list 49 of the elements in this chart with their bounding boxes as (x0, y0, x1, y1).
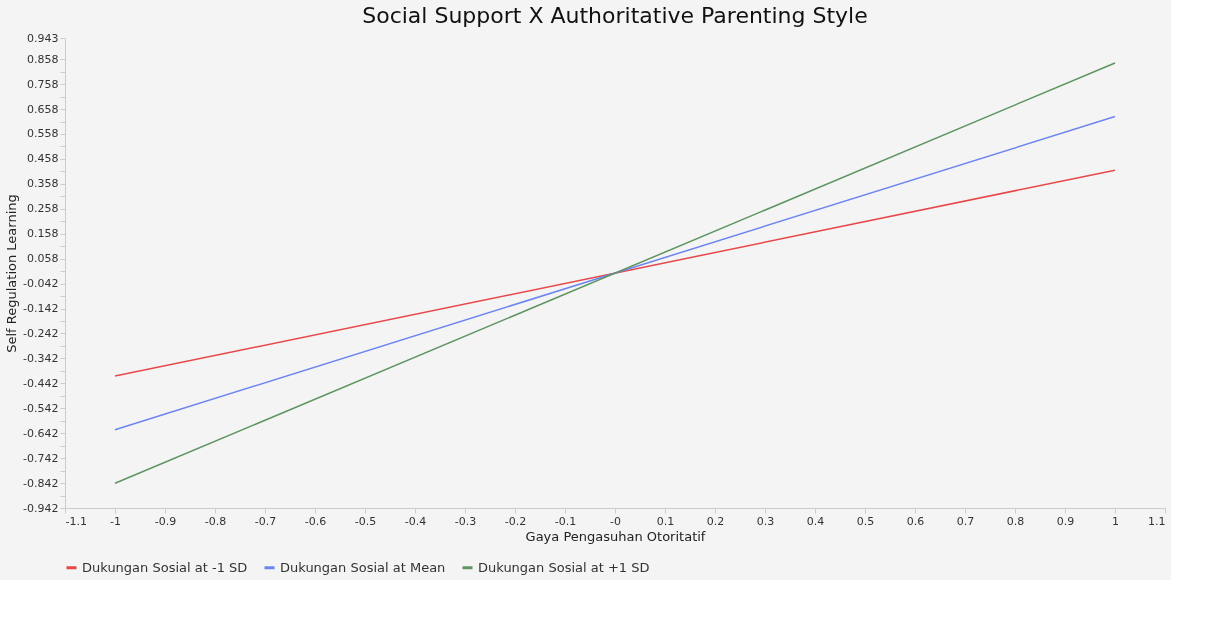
x-tick-label: 0.3 (756, 514, 775, 528)
y-tick-label: 0.258 (27, 202, 59, 216)
y-tick-label: 0.558 (27, 127, 59, 141)
legend-label: Dukungan Sosial at Mean (280, 559, 446, 575)
y-tick-label: -0.242 (23, 326, 59, 340)
x-axis-title: Gaya Pengasuhan Otoritatif (525, 528, 706, 544)
y-tick-label: -0.042 (23, 277, 59, 291)
y-tick-label: -0.942 (23, 501, 59, 515)
x-tick-label: 0.1 (656, 514, 675, 528)
y-tick-label: -0.642 (23, 426, 59, 440)
x-tick-label: 0.8 (1006, 514, 1025, 528)
x-tick-label: -0.9 (154, 514, 177, 528)
y-tick-label: 0.358 (27, 177, 59, 191)
x-tick-label: -0.4 (404, 514, 427, 528)
x-tick-label: 1 (1112, 514, 1119, 528)
legend-label: Dukungan Sosial at -1 SD (82, 559, 248, 575)
x-tick-label: -1 (110, 514, 121, 528)
x-tick-label: -0 (610, 514, 621, 528)
y-tick-label: 0.858 (27, 52, 59, 66)
x-tick-label: -0.3 (454, 514, 477, 528)
x-tick-label: 0.4 (806, 514, 825, 528)
x-tick-label: -0.2 (504, 514, 527, 528)
y-tick-label: 0.943 (27, 31, 59, 45)
y-tick-label: -0.742 (23, 451, 59, 465)
y-axis-title: Self Regulation Learning (4, 194, 20, 353)
x-tick-label: -0.1 (554, 514, 577, 528)
x-tick-label: -0.5 (354, 514, 377, 528)
x-tick-label: 1.1 (1148, 514, 1166, 528)
y-tick-label: 0.158 (27, 227, 59, 241)
x-tick-label: -0.6 (304, 514, 327, 528)
y-tick-label: 0.058 (27, 252, 59, 266)
x-tick-label: 0.9 (1056, 514, 1075, 528)
y-tick-label: -0.142 (23, 302, 59, 316)
x-tick-label: -0.7 (254, 514, 277, 528)
y-tick-label: -0.442 (23, 376, 59, 390)
x-tick-label: 0.7 (956, 514, 975, 528)
y-tick-label: -0.342 (23, 351, 59, 365)
y-tick-label: -0.842 (23, 476, 59, 490)
y-tick-label: 0.458 (27, 152, 59, 166)
y-tick-label: 0.758 (27, 77, 59, 91)
y-tick-label: 0.658 (27, 102, 59, 116)
x-tick-label: -1.1 (65, 514, 87, 528)
x-tick-label: 0.6 (906, 514, 925, 528)
legend-label: Dukungan Sosial at +1 SD (478, 559, 650, 575)
x-tick-label: -0.8 (204, 514, 227, 528)
y-tick-label: -0.542 (23, 401, 59, 415)
x-tick-label: 0.2 (706, 514, 725, 528)
chart-title: Social Support X Authoritative Parenting Style (362, 3, 868, 28)
x-tick-label: 0.5 (856, 514, 875, 528)
